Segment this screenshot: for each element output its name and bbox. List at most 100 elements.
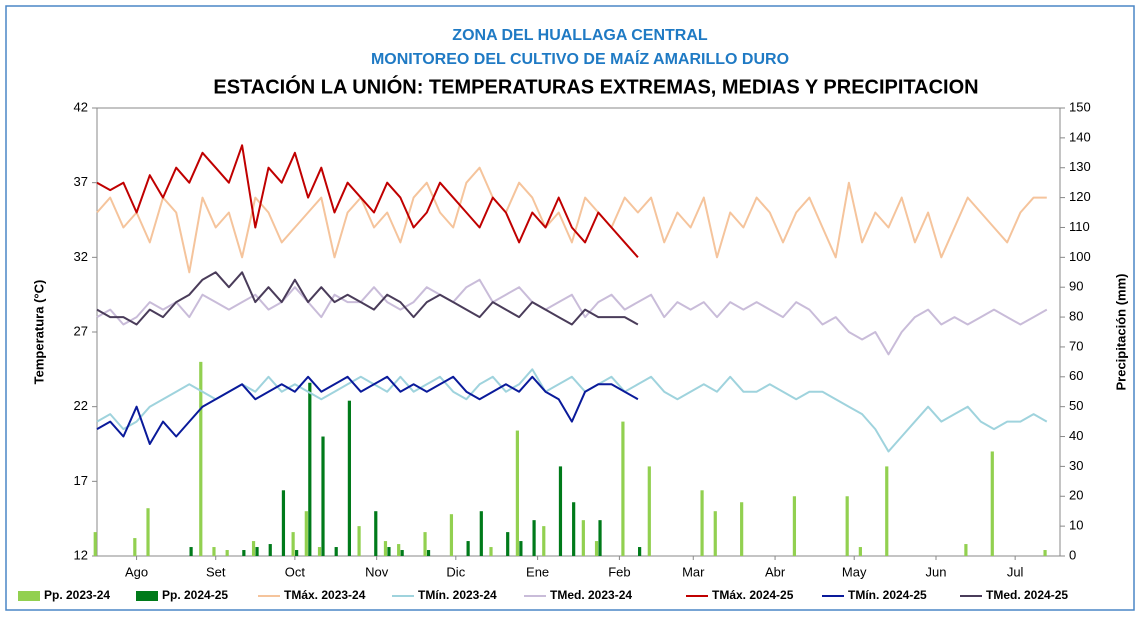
- y2-tick-label: 70: [1069, 338, 1083, 353]
- precip-bar: [133, 538, 137, 556]
- y2-tick-label: 80: [1069, 309, 1083, 324]
- legend-label: TMín. 2024-25: [848, 588, 927, 602]
- precip-bar: [212, 547, 216, 556]
- x-tick-label: Ene: [526, 564, 549, 579]
- precip-bar: [858, 547, 862, 556]
- precip-bar: [638, 547, 642, 556]
- y2-tick-label: 10: [1069, 518, 1083, 533]
- y2-tick-label: 40: [1069, 428, 1083, 443]
- precip-bar: [199, 361, 203, 556]
- precip-bar: [621, 421, 625, 556]
- y-tick-label: 42: [74, 99, 88, 114]
- precip-bar: [466, 541, 470, 556]
- precip-bar: [1043, 550, 1047, 556]
- legend-label: TMed. 2023-24: [550, 588, 632, 602]
- y2-tick-label: 60: [1069, 368, 1083, 383]
- y2-tick-label: 110: [1069, 219, 1090, 234]
- precip-bar: [598, 520, 602, 556]
- precip-bar: [251, 541, 256, 556]
- precip-bar: [397, 544, 401, 556]
- temp-line: [96, 278, 1048, 356]
- temp-line: [96, 375, 639, 445]
- precip-bar: [321, 436, 325, 556]
- x-tick-label: Ago: [125, 564, 148, 579]
- precip-bar: [713, 511, 717, 556]
- precip-bar: [479, 511, 483, 556]
- precip-bar: [964, 544, 968, 556]
- precip-bar: [189, 547, 193, 556]
- x-tick-label: Feb: [608, 564, 630, 579]
- precip-bar: [594, 541, 599, 556]
- precip-bar: [581, 520, 585, 556]
- y-tick-label: 22: [74, 398, 88, 413]
- y-tick-label: 32: [74, 249, 88, 264]
- y-axis-label: Temperatura (°C): [31, 280, 46, 385]
- precip-bar: [572, 502, 576, 556]
- precip-bar: [255, 547, 259, 556]
- x-tick-label: May: [842, 564, 867, 579]
- x-tick-label: Jun: [926, 564, 947, 579]
- precip-bar: [308, 382, 312, 556]
- chart-subtitle: ESTACIÓN LA UNIÓN: TEMPERATURAS EXTREMAS…: [213, 74, 978, 98]
- y2-axis-label: Precipitación (mm): [1113, 273, 1128, 390]
- x-tick-label: Mar: [682, 564, 705, 579]
- precip-bar: [489, 547, 493, 556]
- precip-bar: [387, 547, 391, 556]
- precip-bar: [374, 511, 378, 556]
- legend-swatch: [136, 591, 158, 601]
- x-tick-label: Set: [206, 564, 226, 579]
- precip-bar: [268, 544, 272, 556]
- precip-bar: [317, 547, 322, 556]
- precip-bar: [792, 496, 797, 556]
- x-tick-label: Nov: [365, 564, 389, 579]
- temp-line: [96, 166, 1047, 274]
- y-tick-label: 17: [74, 473, 88, 488]
- y2-tick-label: 50: [1069, 398, 1083, 413]
- precip-bar: [449, 514, 454, 556]
- precip-bar: [146, 508, 150, 556]
- precip-bar: [506, 532, 510, 556]
- precip-bar: [647, 466, 651, 556]
- temp-line: [96, 144, 639, 258]
- precip-bar: [519, 541, 523, 556]
- x-tick-label: Abr: [765, 564, 786, 579]
- precip-bar: [357, 526, 361, 556]
- y2-tick-label: 150: [1069, 99, 1091, 114]
- x-tick-label: Jul: [1007, 564, 1024, 579]
- precip-bar: [542, 526, 546, 556]
- precip-bar: [885, 466, 889, 556]
- y2-tick-label: 90: [1069, 279, 1083, 294]
- temp-line: [96, 271, 639, 326]
- y2-tick-label: 20: [1069, 488, 1083, 503]
- precip-bar: [281, 490, 286, 556]
- y2-tick-label: 120: [1069, 189, 1091, 204]
- y2-tick-label: 0: [1069, 547, 1076, 562]
- precip-bar: [304, 511, 308, 556]
- precip-bar: [93, 532, 97, 556]
- precip-bar: [291, 532, 295, 556]
- y2-tick-label: 140: [1069, 129, 1091, 144]
- precip-bar: [225, 550, 229, 556]
- legend-label: Pp. 2024-25: [162, 588, 228, 602]
- y-tick-label: 27: [74, 323, 88, 338]
- y-tick-label: 12: [74, 547, 88, 562]
- y2-tick-label: 30: [1069, 458, 1083, 473]
- y2-tick-label: 130: [1069, 159, 1091, 174]
- x-tick-label: Dic: [446, 564, 465, 579]
- precip-bar: [347, 400, 351, 556]
- precip-bar: [383, 541, 388, 556]
- x-tick-label: Oct: [285, 564, 306, 579]
- precip-bar: [426, 550, 431, 556]
- legend-label: TMáx. 2024-25: [712, 588, 794, 602]
- precip-bar: [515, 430, 519, 556]
- precip-bar: [558, 466, 563, 556]
- legend-swatch: [18, 591, 40, 601]
- y-tick-label: 37: [74, 174, 88, 189]
- legend-label: TMáx. 2023-24: [284, 588, 366, 602]
- y2-tick-label: 100: [1069, 249, 1091, 264]
- precip-bar: [423, 532, 427, 556]
- temp-line: [96, 368, 1048, 453]
- chart-title: ZONA DEL HUALLAGA CENTRAL: [452, 27, 708, 44]
- legend-label: TMín. 2023-24: [418, 588, 497, 602]
